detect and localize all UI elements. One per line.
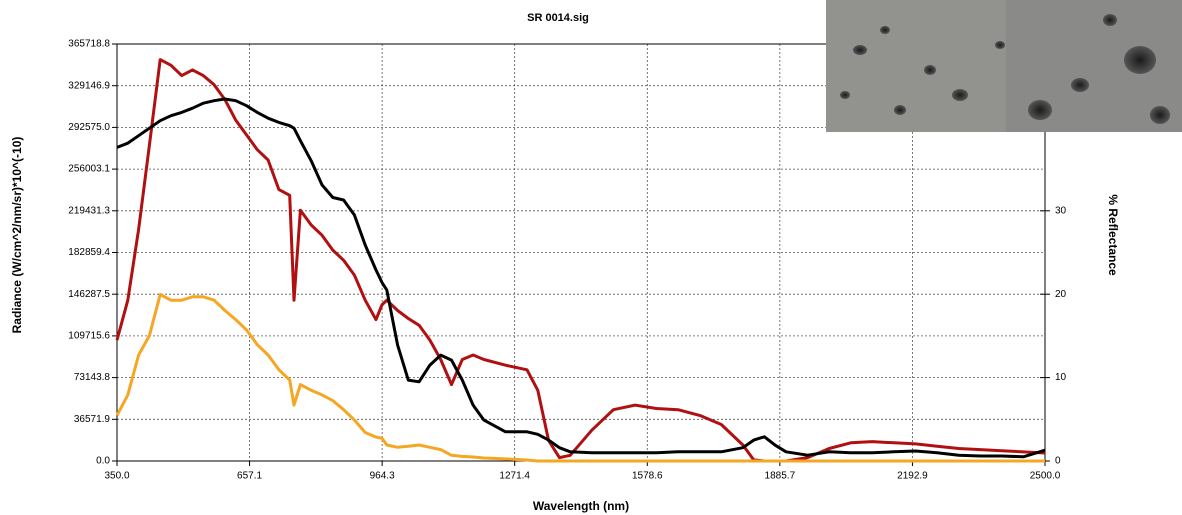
data-line [116, 97, 1046, 459]
y-tick-label: 182859.4 [68, 247, 110, 258]
plot-area: 350.0 657.1 964.3 1271.4 1578.6 1885.7 2192.9 2… [68, 39, 1066, 482]
x-tick-label: 1885.7 [765, 471, 796, 482]
x-tick-label: 350.0 [104, 471, 129, 482]
data-line [115, 58, 1046, 463]
y-tick-label: 73143.8 [74, 372, 111, 383]
y2-tick-label: 20 [1055, 289, 1067, 300]
chart-title: SR 0014.sig [527, 12, 589, 24]
x-tick-label: 1578.6 [632, 471, 663, 482]
y-tick-label: 36571.9 [74, 414, 111, 425]
y-tick-label: 0.0 [96, 456, 110, 467]
y2-tick-label: 30 [1055, 205, 1067, 216]
y-tick-label: 292575.0 [68, 122, 110, 133]
data-line [115, 293, 1045, 463]
y-tick-label: 256003.1 [68, 164, 110, 175]
x-axis-label: Wavelength (nm) [533, 499, 629, 513]
y-tick-label: 146287.5 [68, 289, 110, 300]
y2-tick-label: 0 [1055, 456, 1061, 467]
x-tick-label: 657.1 [237, 471, 262, 482]
y-tick-label: 365718.8 [68, 39, 110, 50]
y-tick-label: 109715.6 [68, 331, 110, 342]
inset-photo [826, 0, 1182, 132]
y2-axis-label: % Reflectance [1106, 194, 1120, 276]
y-tick-label: 219431.3 [68, 205, 110, 216]
x-tick-label: 964.3 [370, 471, 395, 482]
y2-tick-label: 10 [1055, 372, 1067, 383]
x-tick-label: 1271.4 [499, 471, 530, 482]
y-axis-label: Radiance (W/cm^2/nm/sr)*10^(-10) [10, 137, 24, 334]
y-tick-label: 329146.9 [68, 80, 110, 91]
x-tick-label: 2192.9 [897, 471, 928, 482]
x-tick-label: 2500.0 [1030, 471, 1061, 482]
